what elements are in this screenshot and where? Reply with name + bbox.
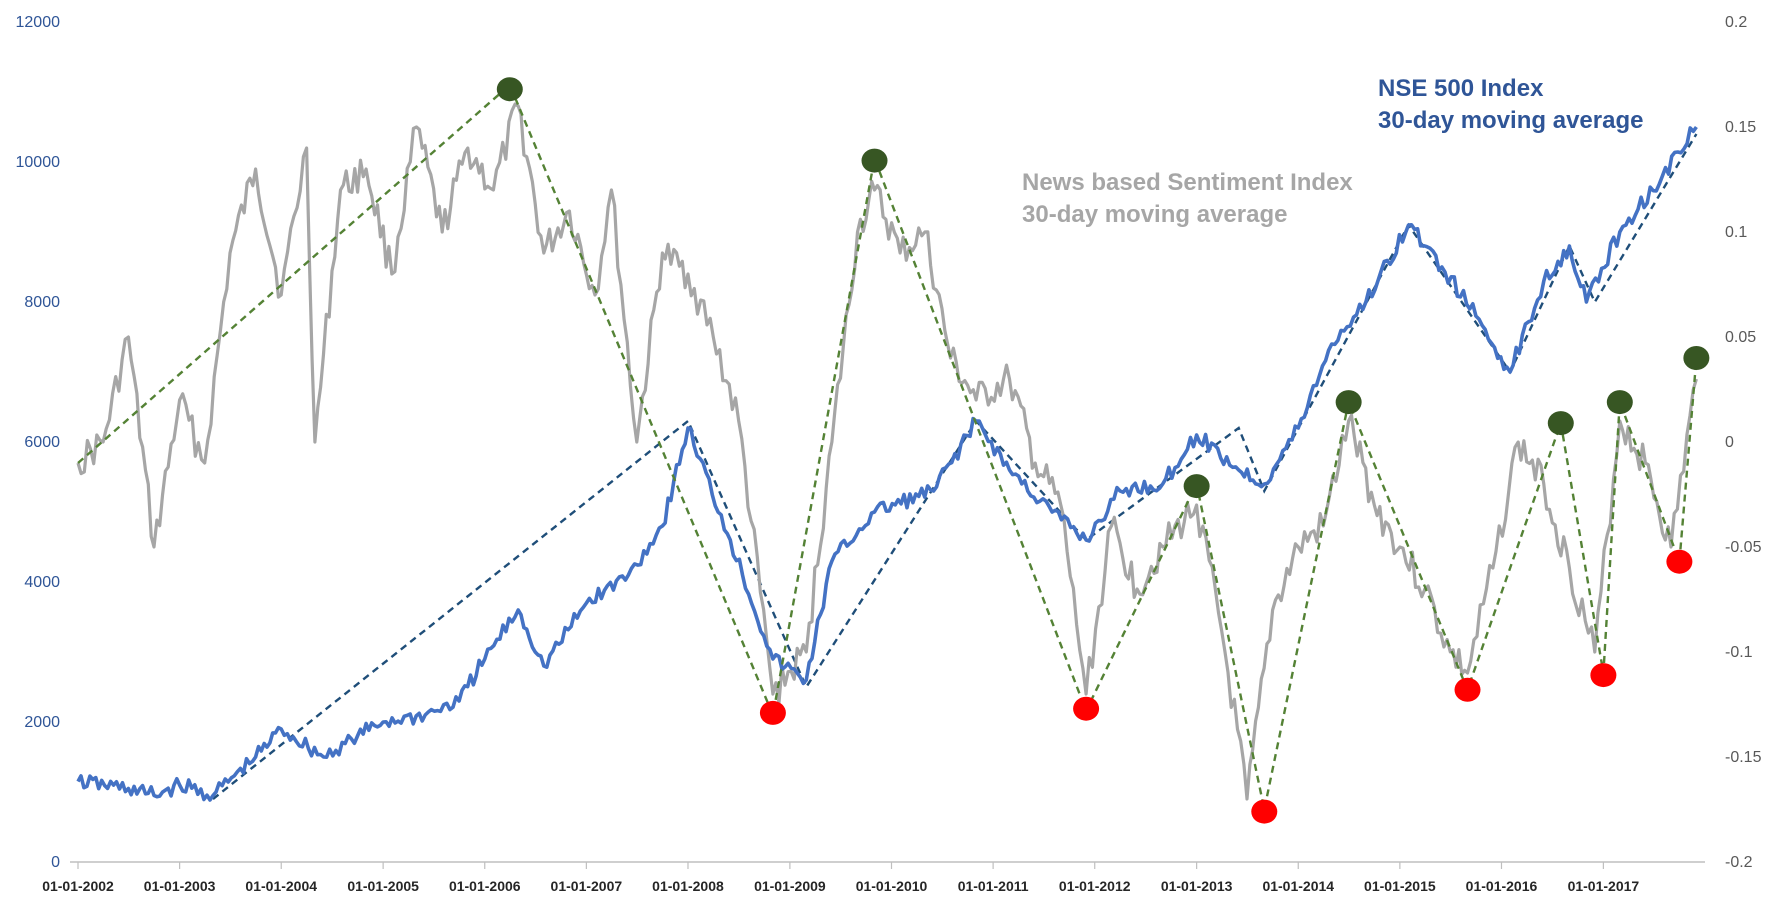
peak-marker bbox=[1183, 474, 1210, 499]
x-tick-label: 01-01-2010 bbox=[856, 878, 928, 894]
peak-marker bbox=[1547, 411, 1574, 436]
y-right-tick-label: 0 bbox=[1725, 434, 1734, 451]
y-left-tick-label: 10000 bbox=[16, 154, 61, 171]
x-tick-label: 01-01-2012 bbox=[1059, 878, 1131, 894]
y-left-tick-label: 12000 bbox=[16, 14, 61, 31]
trough-marker bbox=[1590, 663, 1617, 688]
markers-group bbox=[496, 77, 1710, 824]
x-tick-label: 01-01-2003 bbox=[144, 878, 216, 894]
y-right-tick-label: -0.05 bbox=[1725, 539, 1762, 556]
x-tick-label: 01-01-2011 bbox=[958, 878, 1029, 894]
legend-group: NSE 500 Index 30-day moving average News b… bbox=[1022, 75, 1643, 228]
x-tick-label: 01-01-2014 bbox=[1262, 878, 1334, 894]
y-right-tick-label: 0.15 bbox=[1725, 119, 1756, 136]
y-left-tick-label: 6000 bbox=[24, 434, 60, 451]
trough-marker bbox=[1251, 799, 1278, 824]
series-group bbox=[76, 102, 1698, 802]
trough-marker bbox=[759, 700, 786, 725]
peak-marker bbox=[496, 77, 523, 102]
trend-line-sentiment bbox=[77, 82, 1698, 810]
legend-label: News based Sentiment Index bbox=[1022, 169, 1353, 196]
x-tick-label: 01-01-2013 bbox=[1161, 878, 1233, 894]
peak-marker bbox=[861, 148, 888, 173]
sentiment-trend-lines bbox=[77, 82, 1698, 810]
y-right-tick-label: 0.05 bbox=[1725, 329, 1756, 346]
axes-group: 01-01-2002 01-01-2003 01-01-2004 01-01-2005… bbox=[16, 14, 1762, 894]
x-tick-label: 01-01-2015 bbox=[1364, 878, 1436, 894]
y-right-tick-label: 0.2 bbox=[1725, 14, 1747, 31]
peak-marker bbox=[1606, 390, 1633, 415]
y-right-tick-label: -0.2 bbox=[1725, 854, 1753, 871]
y-right-tick-label: 0.1 bbox=[1725, 224, 1747, 241]
y-left-tick-label: 4000 bbox=[24, 574, 60, 591]
x-tick-label: 01-01-2017 bbox=[1568, 878, 1640, 894]
x-tick-label: 01-01-2006 bbox=[449, 878, 521, 894]
x-tick-label: 01-01-2005 bbox=[347, 878, 419, 894]
y-right-tick-label: -0.1 bbox=[1725, 644, 1753, 661]
trend-line-nse bbox=[212, 133, 1698, 800]
y-left-tick-label: 8000 bbox=[24, 294, 60, 311]
trough-marker bbox=[1454, 677, 1481, 702]
series-line-news-based-sentiment-index-30-day-moving-average bbox=[76, 102, 1698, 801]
trough-marker bbox=[1666, 549, 1693, 574]
peak-marker bbox=[1683, 346, 1710, 370]
series-line-nse-500-index-30-day-moving-average bbox=[76, 125, 1698, 802]
y-left-tick-label: 2000 bbox=[24, 714, 60, 731]
x-tick-label: 01-01-2009 bbox=[754, 878, 826, 894]
x-tick-label: 01-01-2007 bbox=[551, 878, 623, 894]
x-tick-label: 01-01-2004 bbox=[245, 878, 317, 894]
y-right-tick-label: -0.15 bbox=[1725, 749, 1762, 766]
x-tick-label: 01-01-2008 bbox=[652, 878, 724, 894]
x-tick-label: 01-01-2002 bbox=[42, 878, 114, 894]
legend-label: 30-day moving average bbox=[1378, 107, 1643, 134]
legend-label: 30-day moving average bbox=[1022, 201, 1287, 228]
y-left-tick-label: 0 bbox=[51, 854, 60, 871]
trough-marker bbox=[1073, 696, 1100, 721]
nse-trend-lines bbox=[212, 133, 1698, 800]
x-tick-label: 01-01-2016 bbox=[1466, 878, 1538, 894]
peak-marker bbox=[1335, 390, 1362, 415]
legend-label: NSE 500 Index bbox=[1378, 75, 1544, 102]
